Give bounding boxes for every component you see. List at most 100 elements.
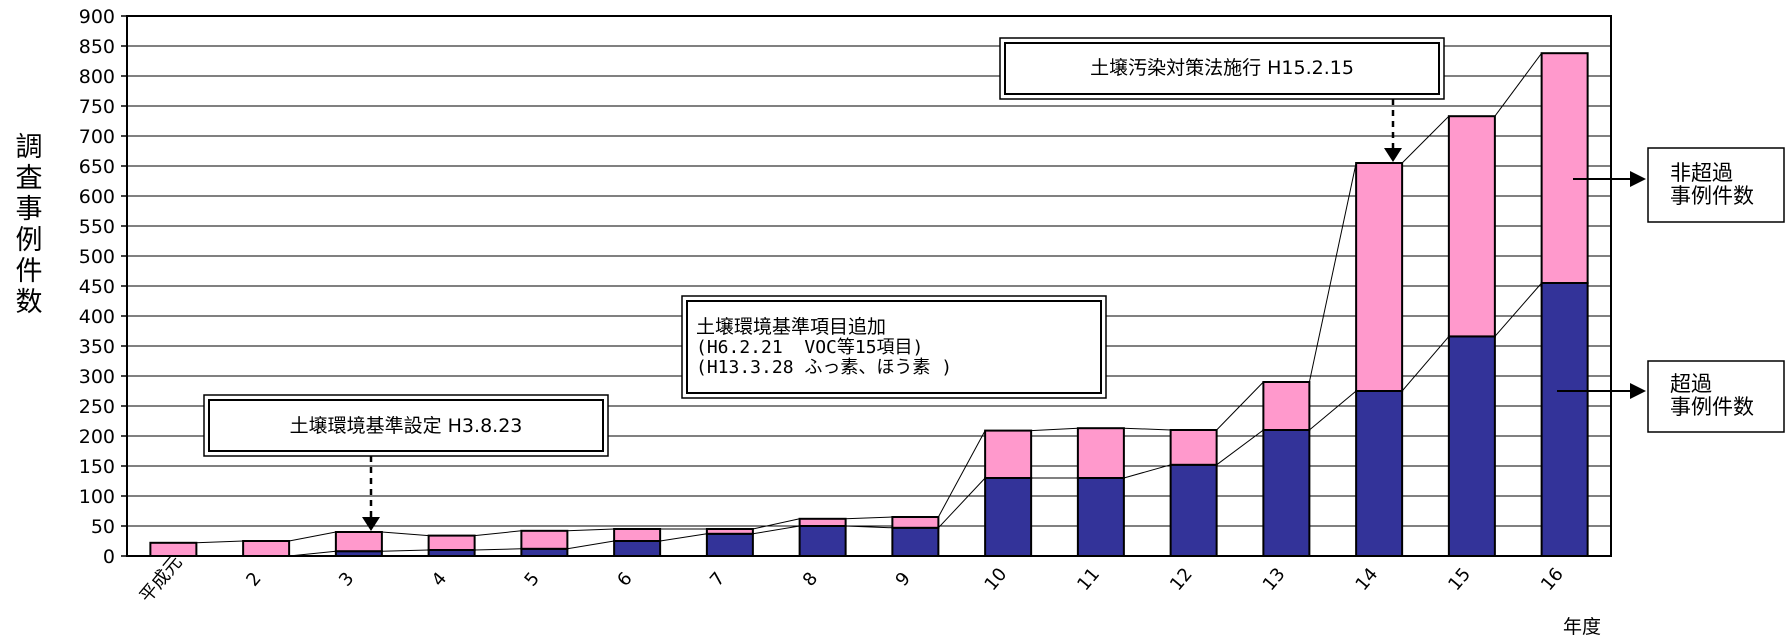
x-tick-label: 11 — [1073, 564, 1104, 595]
y-tick-label: 650 — [79, 156, 115, 178]
svg-text:事例件数: 事例件数 — [1670, 395, 1754, 419]
x-tick-label: 8 — [799, 568, 822, 590]
bars — [149, 52, 1589, 558]
bar-non-exceed — [427, 534, 476, 551]
svg-text:土壌環境基準設定 H3.8.23: 土壌環境基準設定 H3.8.23 — [290, 415, 523, 437]
x-tick-label: 14 — [1352, 564, 1383, 595]
connector-exceed — [567, 540, 615, 550]
x-tick-label: 3 — [335, 568, 358, 590]
bar-exceed — [1262, 429, 1311, 557]
connector-exceed — [1494, 282, 1543, 337]
bar-non-exceed — [891, 516, 940, 529]
x-tick-label: 15 — [1444, 564, 1475, 595]
annotation-soil-standard-additions: 土壌環境基準項目追加 (H6.2.21 VOC等15項目) (H13.3.28 … — [681, 295, 1107, 399]
bar-exceed — [1447, 335, 1496, 557]
x-tick-label: 13 — [1259, 564, 1290, 595]
connector-total — [567, 528, 615, 532]
connector-exceed — [1123, 464, 1171, 479]
svg-text:(H6.2.21 VOC等15項目): (H6.2.21 VOC等15項目) — [696, 337, 923, 358]
x-tick-label: 9 — [891, 568, 914, 590]
bar-non-exceed — [1447, 115, 1496, 338]
y-tick-label: 100 — [79, 486, 115, 508]
svg-text:(H13.3.28 ふっ素、ほう素 ): (H13.3.28 ふっ素、ほう素 ) — [696, 357, 952, 378]
connector-lines — [196, 52, 1543, 557]
x-tick-label: 2 — [242, 568, 265, 590]
x-tick-label: 7 — [706, 568, 729, 590]
x-tick-label: 平成元 — [136, 552, 187, 607]
x-tick-label: 16 — [1537, 564, 1568, 595]
bar-non-exceed — [242, 540, 291, 557]
y-tick-label: 750 — [79, 96, 115, 118]
svg-text:非超過: 非超過 — [1670, 161, 1733, 185]
connector-total — [1494, 52, 1543, 117]
bar-exceed — [1076, 477, 1125, 557]
x-tick-label: 5 — [520, 568, 543, 590]
connector-exceed — [474, 548, 522, 551]
y-tick-label: 300 — [79, 366, 115, 388]
y-axis-label-char: 事 — [16, 194, 43, 225]
x-tick-label: 12 — [1166, 564, 1197, 595]
y-tick-label: 150 — [79, 456, 115, 478]
y-tick-label: 250 — [79, 396, 115, 418]
legend-exceed: 超過 事例件数 — [1557, 360, 1785, 433]
bar-exceed — [891, 526, 940, 557]
bar-exceed — [1355, 390, 1404, 557]
connector-total — [1401, 115, 1450, 164]
bar-non-exceed — [613, 528, 662, 542]
bar-non-exceed — [334, 531, 383, 553]
bar-exceed — [798, 525, 847, 557]
connector-exceed — [1216, 429, 1264, 466]
bar-exceed — [984, 477, 1033, 557]
bar-exceed — [705, 532, 754, 557]
x-tick-label: 4 — [428, 568, 451, 590]
connector-exceed — [1309, 390, 1357, 431]
connector-total — [1216, 381, 1264, 431]
connector-total — [196, 540, 244, 544]
plot-frame — [126, 15, 1612, 557]
y-tick-label: 400 — [79, 306, 115, 328]
y-axis-label-char: 調 — [16, 132, 43, 163]
x-tick-label: 10 — [981, 564, 1012, 595]
y-tick-label: 0 — [103, 546, 115, 568]
annotation-soil-contamination-law: 土壌汚染対策法施行 H15.2.15 — [999, 37, 1445, 162]
connector-exceed — [381, 549, 429, 552]
svg-text:事例件数: 事例件数 — [1670, 184, 1754, 208]
bar-exceed — [520, 547, 569, 557]
y-tick-label: 350 — [79, 336, 115, 358]
annotation-soil-standard: 土壌環境基準設定 H3.8.23 — [203, 394, 609, 531]
bar-exceed — [613, 540, 662, 557]
y-tick-label: 450 — [79, 276, 115, 298]
bar-non-exceed — [798, 517, 847, 527]
svg-text:土壌環境基準項目追加: 土壌環境基準項目追加 — [696, 316, 886, 338]
connector-total — [1123, 427, 1171, 431]
x-tick-label: 6 — [613, 568, 636, 590]
bar-exceed — [1540, 282, 1589, 557]
bar-non-exceed — [1355, 162, 1404, 392]
y-axis-label-char: 査 — [16, 163, 43, 194]
y-tick-label: 50 — [91, 516, 115, 538]
x-axis-label: 年度 — [1563, 616, 1601, 635]
connector-total — [474, 530, 522, 537]
y-tick-label: 700 — [79, 126, 115, 148]
bar-non-exceed — [984, 429, 1033, 480]
y-tick-label: 600 — [79, 186, 115, 208]
svg-text:土壌汚染対策法施行 H15.2.15: 土壌汚染対策法施行 H15.2.15 — [1090, 57, 1354, 79]
bar-non-exceed — [705, 528, 754, 535]
x-axis-ticks: 平成元 2 3 4 5 6 7 8 9 10 11 12 13 14 15 16 — [136, 552, 1568, 607]
y-axis-ticks: 0 50 100 150 200 250 300 350 400 450 500 550 600 650 7… — [79, 6, 127, 568]
bar-non-exceed — [1540, 52, 1589, 285]
connector-total — [752, 518, 800, 530]
y-axis-label-char: 件 — [16, 256, 43, 287]
connector-exceed — [660, 533, 707, 542]
bar-non-exceed — [1076, 427, 1125, 480]
y-tick-label: 900 — [79, 6, 115, 28]
connector-total — [289, 531, 336, 542]
connector-total — [845, 516, 893, 520]
y-tick-label: 850 — [79, 36, 115, 58]
y-tick-label: 550 — [79, 216, 115, 238]
y-tick-label: 500 — [79, 246, 115, 268]
bar-non-exceed — [1169, 429, 1218, 466]
svg-text:超過: 超過 — [1670, 372, 1712, 396]
